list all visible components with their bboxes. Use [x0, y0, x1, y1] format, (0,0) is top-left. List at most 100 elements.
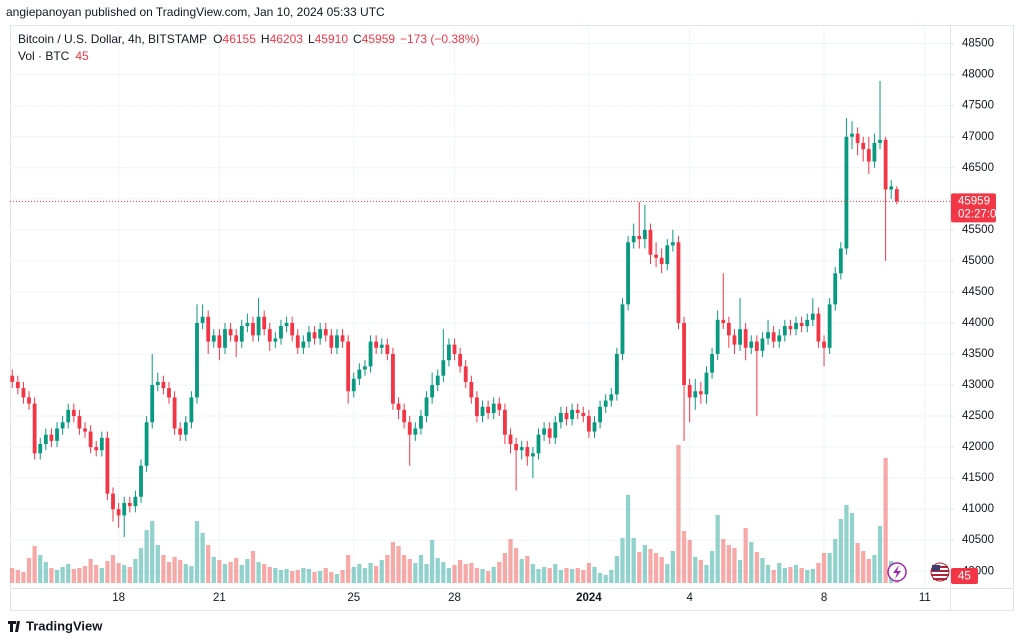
candle-body	[447, 344, 451, 361]
candle-body	[878, 139, 882, 143]
candle-body	[626, 242, 630, 305]
y-tick-label: 47500	[962, 100, 994, 112]
volume-bar	[457, 560, 463, 583]
volume-bar	[346, 555, 351, 583]
volume-bar	[10, 568, 15, 583]
candle-body	[312, 332, 317, 339]
candle-body	[889, 186, 894, 190]
candle-body	[682, 322, 686, 386]
volume-bar	[357, 564, 362, 583]
grid	[10, 25, 950, 588]
candle-body	[307, 332, 311, 342]
volume-bar	[94, 565, 99, 583]
candle-body	[38, 443, 43, 454]
volume-badge-label: 45	[958, 571, 971, 583]
candle-body	[609, 394, 614, 401]
volume-bar	[592, 567, 597, 583]
y-tick-label: 41000	[962, 503, 994, 515]
candle-body	[329, 335, 334, 348]
volume-bar	[855, 543, 860, 583]
candle-body	[200, 316, 205, 323]
volume-bar	[418, 555, 424, 583]
volume-bar	[138, 548, 144, 583]
y-tick-label: 40500	[962, 534, 994, 546]
volume-bar	[530, 564, 536, 583]
volume-bar	[183, 564, 188, 583]
volume-legend-label: Vol · BTC	[18, 49, 70, 63]
volume-bar	[66, 564, 71, 583]
candle-body	[223, 329, 227, 348]
candle-body	[721, 319, 726, 323]
volume-bar	[200, 533, 205, 583]
volume-bar	[245, 559, 250, 583]
candle-body	[637, 236, 642, 240]
volume-bar	[318, 571, 323, 583]
y-tick-label: 42000	[962, 441, 994, 453]
candle-body	[861, 142, 866, 150]
candle-body	[155, 381, 160, 386]
volume-bar	[625, 495, 631, 583]
volume-bar	[43, 562, 48, 583]
candle-body	[77, 416, 82, 429]
volume-bar	[77, 568, 82, 583]
ohlc-value: 45910	[315, 32, 349, 46]
candle-body	[514, 443, 519, 451]
volume-bar	[234, 558, 239, 583]
volume-bar	[105, 561, 110, 583]
candle-body	[189, 397, 194, 423]
candle-body	[391, 353, 395, 404]
candle-body	[794, 322, 798, 330]
candle-body	[251, 322, 255, 336]
candle-body	[94, 447, 99, 451]
change-label: −173 (−0.38%)	[400, 32, 479, 46]
candle-body	[301, 341, 306, 348]
volume-bar	[513, 548, 519, 583]
candle-body	[676, 242, 681, 323]
volume-bar	[575, 568, 580, 583]
candle-body	[239, 326, 244, 342]
volume-bar	[844, 505, 849, 583]
candle-body	[407, 422, 412, 435]
volume-legend-value: 45	[75, 49, 89, 63]
volume-bar	[250, 551, 256, 583]
candle-body	[805, 319, 810, 327]
last-price-label: 45959	[958, 195, 990, 207]
candle-body	[586, 416, 591, 432]
candle-body	[419, 416, 423, 429]
volume-bar	[816, 563, 821, 583]
volume-bar	[883, 458, 888, 583]
candle-body	[715, 319, 720, 354]
volume-bar	[821, 553, 827, 583]
lightning-icon	[887, 562, 907, 582]
candle-body	[172, 397, 177, 429]
volume-bar	[721, 539, 726, 583]
candle-body	[564, 412, 569, 420]
volume-bar	[805, 570, 810, 583]
volume-bar	[71, 569, 76, 583]
volume-bar	[262, 564, 267, 583]
candle-body	[122, 502, 127, 516]
volume-bar	[877, 526, 883, 583]
y-tick-label: 44500	[962, 286, 994, 298]
volume-bar	[402, 555, 407, 583]
candle-body	[670, 242, 675, 246]
volume-bar	[110, 555, 116, 583]
volume-bar	[396, 546, 401, 583]
volume-bar	[799, 568, 804, 583]
volume-bar	[446, 568, 452, 583]
x-tick-label: 11	[919, 592, 931, 604]
candle-body	[402, 409, 407, 423]
volume-bar	[620, 538, 625, 583]
ohlc-value: 45959	[362, 32, 396, 46]
volume-bar	[323, 568, 328, 583]
volume-bar	[385, 555, 390, 583]
candle-body	[279, 326, 283, 339]
y-tick-label: 42500	[962, 410, 994, 422]
candle-body	[256, 316, 261, 336]
volume-bar	[211, 557, 216, 583]
volume-bar	[788, 567, 793, 583]
volume-bar	[222, 564, 228, 583]
volume-bar	[290, 571, 295, 583]
